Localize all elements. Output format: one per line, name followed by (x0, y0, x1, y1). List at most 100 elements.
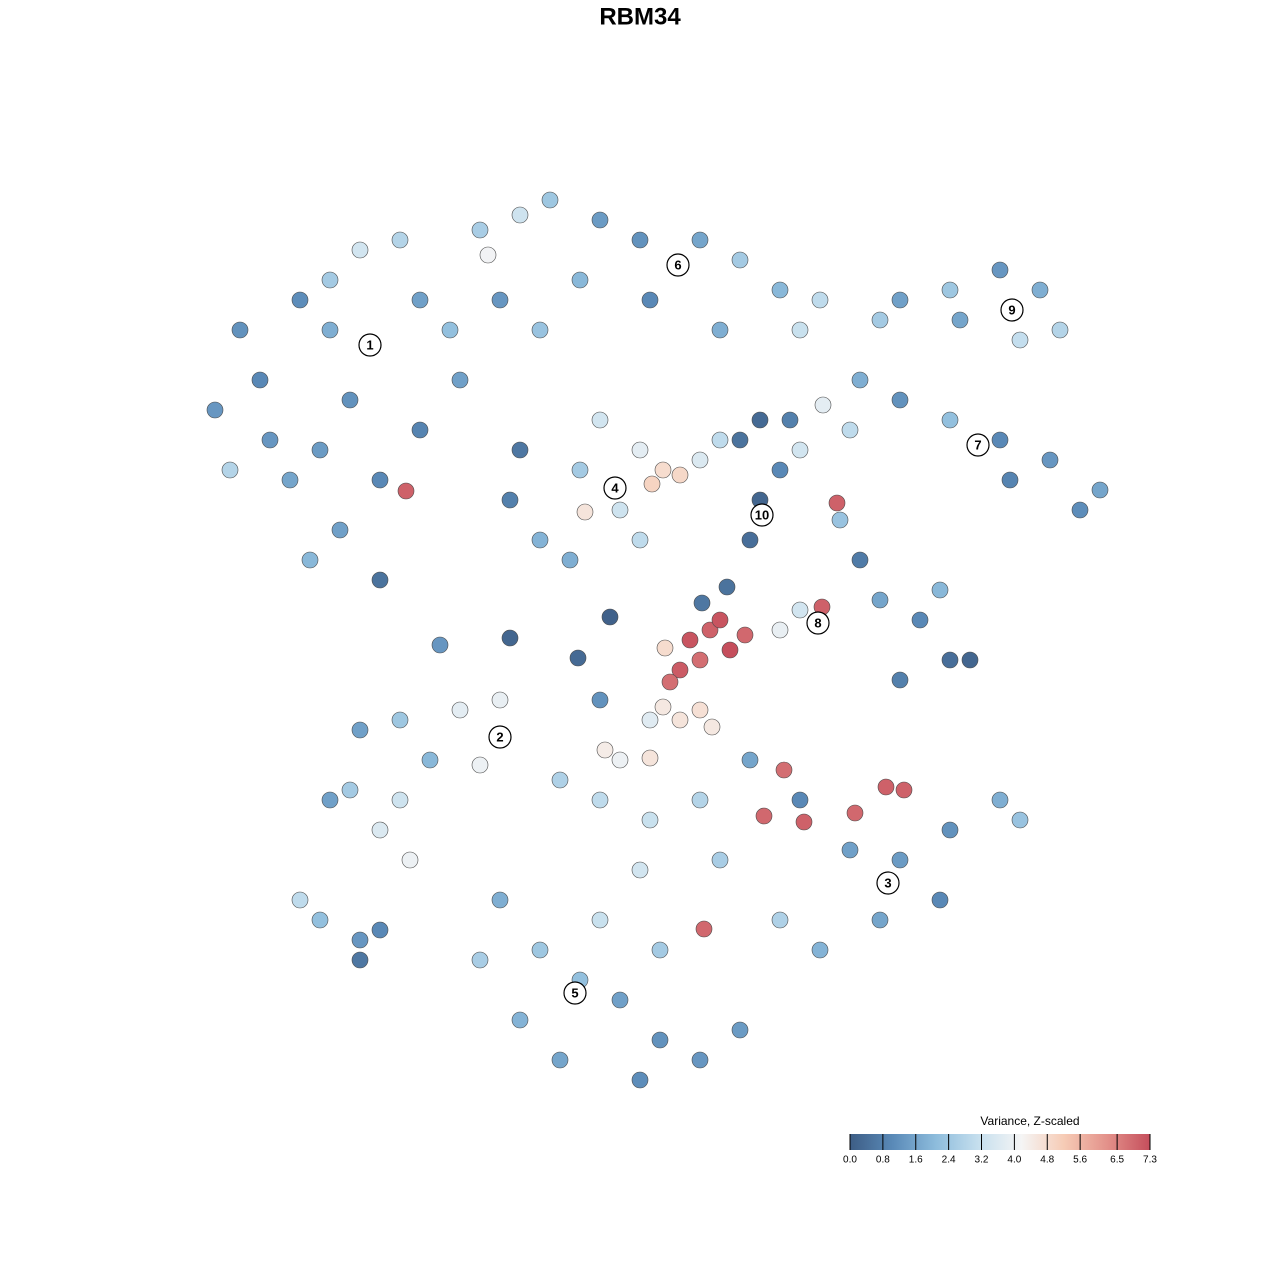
point (206, 401, 224, 419)
point (631, 231, 649, 249)
point (511, 441, 529, 459)
point (895, 781, 913, 799)
point (591, 791, 609, 809)
point (371, 921, 389, 939)
colorbar: Variance, Z-scaled 0.0 0.8 1.6 2.4 3.2 4.0 4.8 5… (843, 1114, 1157, 1165)
point (231, 321, 249, 339)
cluster-label: 1 (366, 337, 373, 352)
point (654, 461, 672, 479)
colorbar-tick-label: 5.6 (1073, 1155, 1087, 1166)
point (501, 629, 519, 647)
cluster-badge (563, 981, 587, 1005)
cluster-label: 4 (611, 480, 619, 495)
point (531, 941, 549, 959)
point (281, 471, 299, 489)
point (351, 931, 369, 949)
point (397, 482, 415, 500)
point (411, 421, 429, 439)
point (651, 941, 669, 959)
colorbar-tick-label: 2.4 (942, 1155, 956, 1166)
point (491, 891, 509, 909)
point (631, 441, 649, 459)
cluster-badge (750, 503, 774, 527)
point (695, 920, 713, 938)
point (811, 291, 829, 309)
point (321, 791, 339, 809)
chart-title: RBM34 (599, 3, 681, 30)
point (391, 791, 409, 809)
cluster-badge (488, 725, 512, 749)
colorbar-tick-label: 0.8 (876, 1155, 890, 1166)
point (471, 756, 489, 774)
point (391, 231, 409, 249)
point (341, 391, 359, 409)
point (391, 711, 409, 729)
point (1041, 451, 1059, 469)
point (931, 891, 949, 909)
cluster-badge (876, 871, 900, 895)
point (611, 991, 629, 1009)
point (571, 461, 589, 479)
point (631, 861, 649, 879)
point (691, 791, 709, 809)
point (1091, 481, 1109, 499)
point (891, 291, 909, 309)
point (591, 211, 609, 229)
point (693, 594, 711, 612)
point (291, 891, 309, 909)
point (641, 749, 659, 767)
point (541, 191, 559, 209)
point (811, 941, 829, 959)
point (371, 821, 389, 839)
cluster-badge (966, 433, 990, 457)
point (561, 551, 579, 569)
point (991, 261, 1009, 279)
point (411, 291, 429, 309)
cluster-badge (603, 476, 627, 500)
point (471, 951, 489, 969)
point (731, 251, 749, 269)
colorbar-tick-label: 0.0 (843, 1155, 857, 1166)
colorbar-bar (850, 1134, 1150, 1150)
cluster-badge (358, 333, 382, 357)
colorbar-tick-label: 7.3 (1143, 1155, 1157, 1166)
point (941, 411, 959, 429)
point (1001, 471, 1019, 489)
colorbar-title: Variance, Z-scaled (980, 1114, 1079, 1128)
point (331, 521, 349, 539)
point (941, 651, 959, 669)
point (681, 631, 699, 649)
point (718, 578, 736, 596)
point (781, 411, 799, 429)
point (261, 431, 279, 449)
point (741, 531, 759, 549)
point (531, 531, 549, 549)
cluster-badge (806, 611, 830, 635)
point (791, 601, 809, 619)
colorbar-tick-label: 4.8 (1040, 1155, 1054, 1166)
point (691, 701, 709, 719)
point (671, 466, 689, 484)
point (371, 571, 389, 589)
colorbar-tick-label: 1.6 (909, 1155, 923, 1166)
cluster-label: 8 (814, 615, 821, 630)
point (441, 321, 459, 339)
point (421, 751, 439, 769)
point (451, 701, 469, 719)
point (401, 851, 419, 869)
point (711, 851, 729, 869)
point (771, 281, 789, 299)
point (301, 551, 319, 569)
point (961, 651, 979, 669)
cluster-label: 10 (755, 507, 769, 522)
point (251, 371, 269, 389)
point (431, 636, 449, 654)
point (576, 503, 594, 521)
point (771, 621, 789, 639)
point (721, 641, 739, 659)
cluster-label: 2 (496, 729, 503, 744)
point (1071, 501, 1089, 519)
point (991, 431, 1009, 449)
point (891, 671, 909, 689)
